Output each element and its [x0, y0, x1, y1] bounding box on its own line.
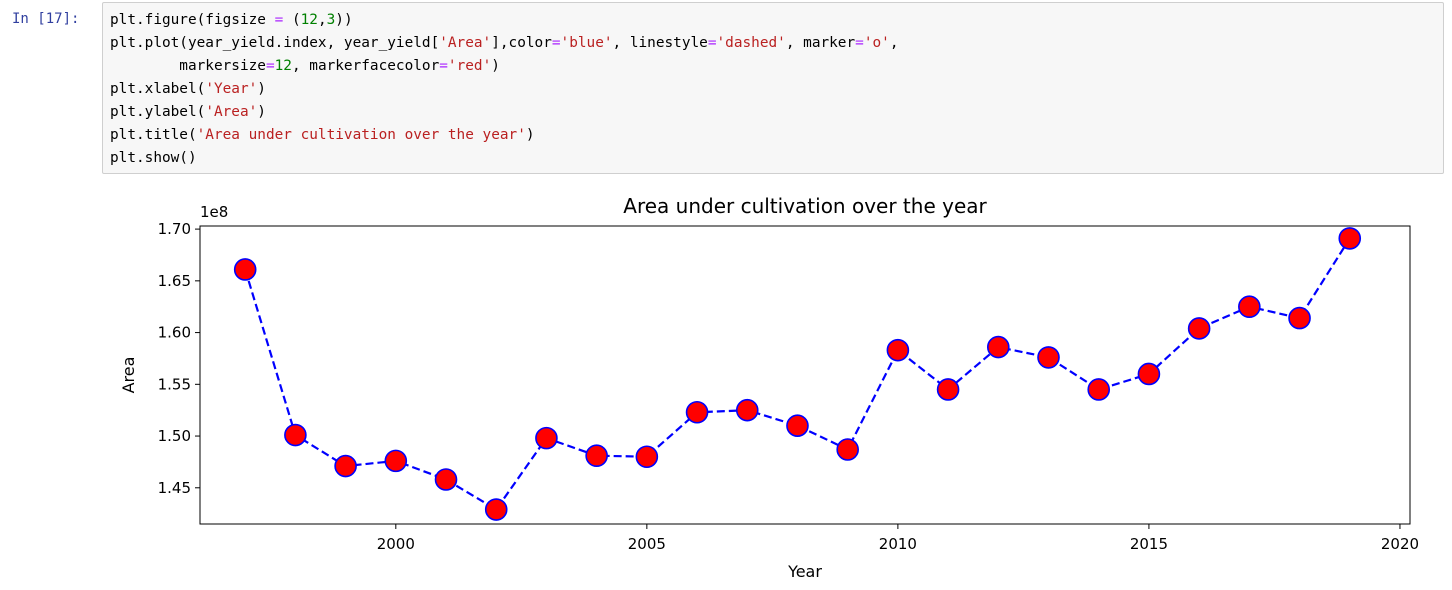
- data-point-1997: [233, 258, 257, 281]
- y-axis-ticks: 1.45 1.50 1.55 1.60 1.65 1.70: [158, 220, 200, 497]
- data-point-2016: [1187, 317, 1211, 340]
- data-point-2010: [886, 338, 910, 362]
- data-point-2013: [1037, 346, 1060, 369]
- data-point-2011: [936, 378, 960, 401]
- data-point-2017: [1238, 295, 1261, 319]
- x-tick-label: 2005: [628, 535, 666, 553]
- code-token: plt.figure(figsize: [110, 12, 275, 28]
- code-token: plt.xlabel(: [110, 81, 206, 97]
- y-tick-label: 1.45: [158, 479, 191, 497]
- data-point-2002: [484, 498, 508, 521]
- code-token: ,: [317, 12, 327, 28]
- y-tick-label: 1.60: [158, 324, 191, 342]
- data-point-2006: [685, 400, 709, 424]
- x-tick-label: 2015: [1130, 535, 1168, 553]
- code-token: 'Year': [205, 81, 258, 97]
- data-point-2015: [1137, 362, 1161, 386]
- code-token: 'blue': [560, 35, 613, 51]
- code-token: 3: [326, 12, 336, 28]
- code-line: markersize=12, markerfacecolor='red'): [110, 55, 1436, 78]
- data-point-2019: [1338, 227, 1362, 250]
- code-token: 'Area': [205, 104, 258, 120]
- code-token: 12: [274, 58, 292, 74]
- data-point-2004: [585, 444, 608, 468]
- y-tick-label: 1.55: [158, 375, 191, 393]
- code-token: ],color: [491, 35, 552, 51]
- y-tick-label: 1.70: [158, 220, 191, 238]
- code-token: , marker: [785, 35, 856, 51]
- code-line: plt.plot(year_yield.index, year_yield['A…: [110, 32, 1436, 55]
- data-point-2000: [384, 449, 408, 473]
- data-point-2018: [1288, 306, 1311, 330]
- code-token: markersize: [110, 58, 266, 74]
- code-token: =: [551, 35, 561, 51]
- cell-prompt: In [17]:: [12, 11, 80, 27]
- data-point-2008: [786, 414, 809, 438]
- code-token: ): [257, 81, 266, 97]
- code-token: 12: [300, 12, 318, 28]
- code-token: 'red': [447, 58, 492, 74]
- x-tick-label: 2010: [879, 535, 917, 553]
- code-token: 'o': [863, 35, 890, 51]
- x-tick-label: 2000: [377, 535, 415, 553]
- y-tick-label: 1.65: [158, 272, 191, 290]
- code-token: =: [439, 58, 448, 74]
- code-line: plt.figure(figsize = (12,3)): [110, 9, 1436, 32]
- code-token: =: [274, 12, 284, 28]
- code-token: =: [265, 58, 275, 74]
- chart-marks: [233, 227, 1362, 521]
- code-line: plt.title('Area under cultivation over t…: [110, 124, 1436, 147]
- code-token: 'Area': [439, 35, 492, 51]
- data-point-1999: [334, 454, 357, 478]
- code-token: plt.title(: [110, 127, 197, 143]
- code-token: =: [707, 35, 717, 51]
- data-point-2003: [535, 426, 558, 450]
- code-cell-input[interactable]: plt.figure(figsize = (12,3)) plt.plot(yea…: [102, 2, 1444, 174]
- x-tick-label: 2020: [1381, 535, 1419, 553]
- code-token: , linestyle: [612, 35, 708, 51]
- data-point-1998: [284, 423, 307, 447]
- y-axis-offset-label: 1e8: [200, 203, 228, 221]
- line-chart: 2000 2005 2010 2015 2020 1.45 1.50 1.55 1.60 1.6…: [119, 194, 1419, 581]
- code-line: plt.xlabel('Year'): [110, 78, 1436, 101]
- cell-output: 2000 2005 2010 2015 2020 1.45 1.50 1.55 1.60 1.6…: [102, 184, 1442, 586]
- data-point-2014: [1087, 378, 1111, 401]
- axes-frame: [199, 225, 1411, 525]
- data-point-2009: [836, 438, 859, 461]
- code-line: plt.show(): [110, 147, 1436, 170]
- data-point-2007: [735, 398, 759, 422]
- code-token: (: [283, 12, 301, 28]
- y-tick-label: 1.50: [158, 427, 191, 445]
- code-token: =: [855, 35, 864, 51]
- code-token: plt.plot(year_yield.index, year_yield[: [110, 35, 440, 51]
- data-point-2012: [986, 335, 1010, 359]
- code-token: 'dashed': [716, 35, 786, 51]
- x-axis-ticks: 2000 2005 2010 2015 2020: [377, 524, 1419, 553]
- series-line: [244, 237, 1351, 511]
- code-token: plt.show(): [110, 150, 197, 166]
- code-token: , markerfacecolor: [291, 58, 440, 74]
- code-token: ): [491, 58, 500, 74]
- code-token: plt.ylabel(: [110, 104, 206, 120]
- code-token: ,: [889, 35, 899, 51]
- code-token: ): [525, 127, 535, 143]
- y-axis-label: Area: [119, 357, 138, 394]
- chart-title: Area under cultivation over the year: [623, 194, 987, 218]
- code-editor[interactable]: plt.figure(figsize = (12,3)) plt.plot(yea…: [110, 9, 1436, 170]
- code-token: )): [335, 12, 353, 28]
- code-token: ): [257, 104, 266, 120]
- code-token: 'Area under cultivation over the year': [196, 127, 526, 143]
- code-line: plt.ylabel('Area'): [110, 101, 1436, 124]
- x-axis-label: Year: [787, 562, 822, 581]
- data-point-2001: [434, 468, 458, 491]
- data-point-2005: [635, 445, 659, 469]
